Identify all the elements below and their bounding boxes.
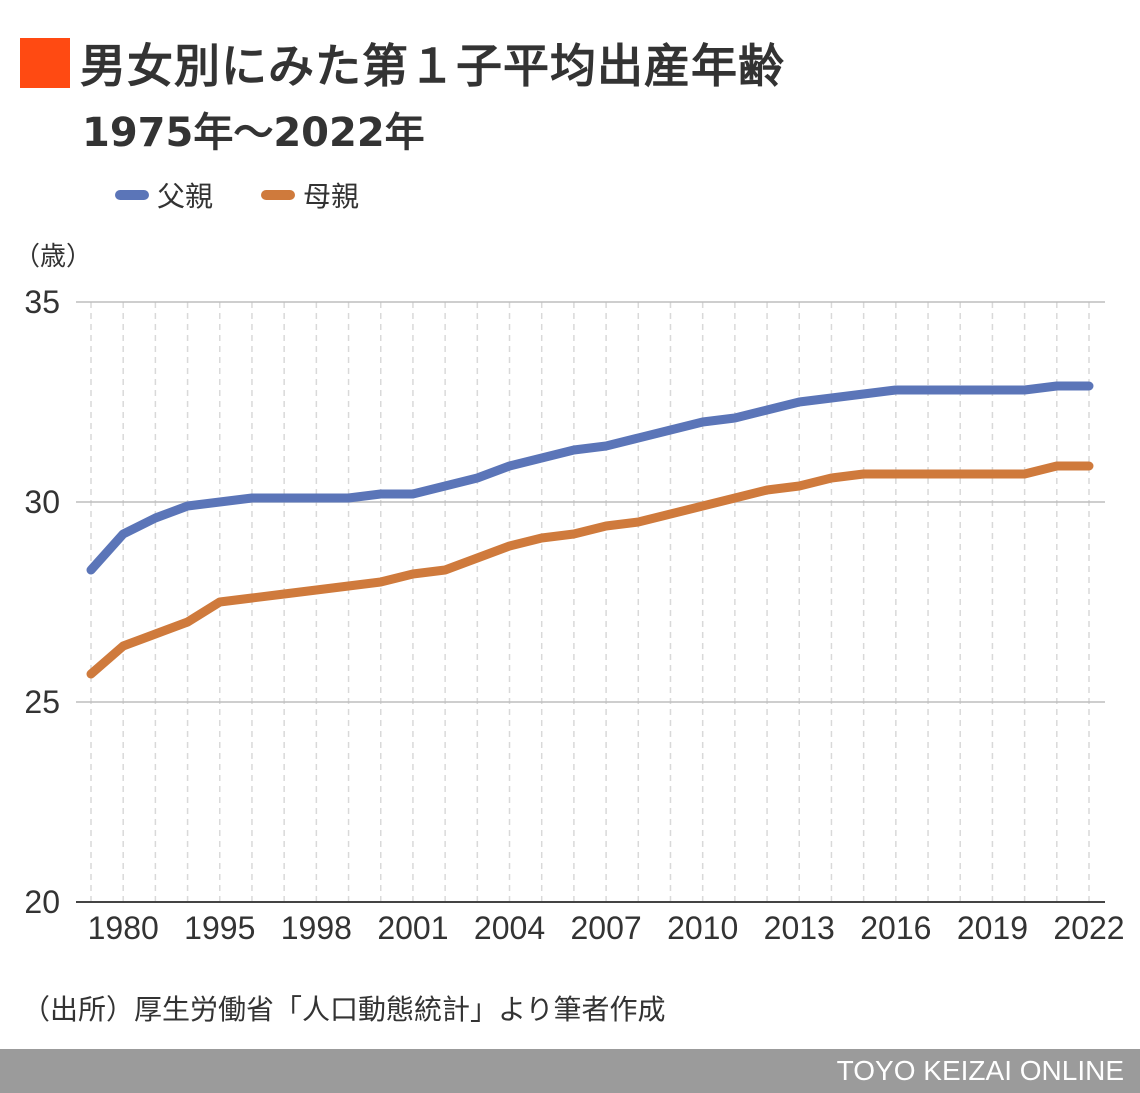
footer-brand: TOYO KEIZAI ONLINE xyxy=(836,1055,1124,1086)
y-tick-label: 30 xyxy=(24,484,60,520)
x-tick-label: 2010 xyxy=(667,910,738,946)
legend-label-mother: 母親 xyxy=(303,180,360,213)
x-tick-label: 2016 xyxy=(860,910,931,946)
chart-title: 男女別にみた第１子平均出産年齢 xyxy=(80,39,785,93)
line-chart: 20 25 30 35 1980 1995 1998 2001 2004 2007 2010 2013… xyxy=(24,284,1124,946)
x-tick-label: 2004 xyxy=(474,910,545,946)
title-row: 男女別にみた第１子平均出産年齢 xyxy=(20,30,785,96)
x-tick-label: 2007 xyxy=(571,910,642,946)
series-line-father xyxy=(86,381,1094,575)
x-tick-label: 1980 xyxy=(88,910,159,946)
chart-subtitle: 1975年〜2022年 xyxy=(82,110,425,156)
legend: 父親 母親 xyxy=(115,175,407,215)
x-tick-label: 2019 xyxy=(957,910,1028,946)
x-tick-label: 2001 xyxy=(377,910,448,946)
x-tick-label: 1998 xyxy=(281,910,352,946)
x-tick-label: 2022 xyxy=(1053,910,1124,946)
footer-bar: TOYO KEIZAI ONLINE xyxy=(0,1049,1140,1093)
legend-swatch-father xyxy=(115,190,149,200)
series-line-mother xyxy=(86,461,1094,679)
y-tick-label: 25 xyxy=(24,684,60,720)
legend-item-mother: 母親 xyxy=(261,175,359,215)
y-tick-label: 20 xyxy=(24,884,60,920)
legend-label-father: 父親 xyxy=(157,180,214,213)
title-accent-square xyxy=(20,38,70,88)
x-tick-label: 1995 xyxy=(184,910,255,946)
x-tick-label: 2013 xyxy=(764,910,835,946)
source-note: （出所）厚生労働省「人口動態統計」より筆者作成 xyxy=(22,993,666,1026)
y-tick-label: 35 xyxy=(24,284,60,320)
y-axis-unit-label: （歳） xyxy=(14,242,93,272)
legend-item-father: 父親 xyxy=(115,175,213,215)
legend-swatch-mother xyxy=(261,190,296,200)
